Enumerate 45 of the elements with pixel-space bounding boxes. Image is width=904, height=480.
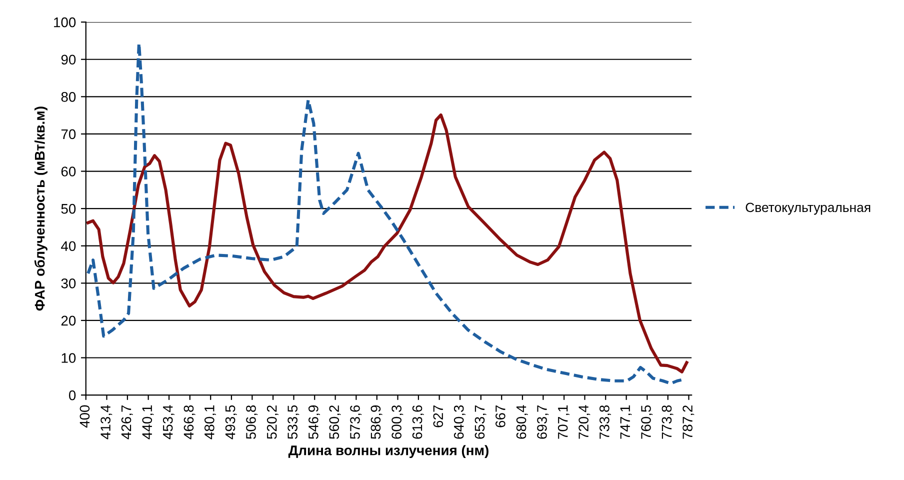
y-tick-label: 80 [61,92,76,102]
y-tick-label: 10 [62,353,76,363]
x-tick-label: 680,4 [516,405,528,439]
y-tick-label: 70 [61,129,76,140]
x-tick-label: 440,1 [142,405,154,440]
x-tick-label: 466,8 [184,405,196,440]
y-tick-label: 90 [61,54,76,65]
x-tick-label: 640,3 [454,405,466,439]
y-tick-label: 40 [61,241,76,252]
x-tick-label: 573,6 [350,405,362,439]
x-tick-label: 533,5 [288,405,300,439]
x-tick-label: 520,2 [266,405,278,439]
x-axis-title: Длина волны излучения (нм) [288,445,488,458]
x-tick-label: 720,4 [578,405,590,439]
x-tick-label: 400 [80,405,90,428]
x-tick-label: 613,6 [412,405,424,439]
y-tick-label: 60 [61,166,76,176]
y-tick-label: 50 [61,204,76,214]
x-tick-label: 733,8 [600,405,611,439]
legend-label: Светокультуральная [746,202,870,215]
y-tick-label: 20 [61,316,76,326]
x-tick-label: 493,5 [225,405,237,440]
x-tick-label: 707,1 [558,405,570,439]
x-tick-label: 506,8 [246,405,258,439]
y-tick-label: 30 [61,278,76,288]
x-tick-label: 600,3 [392,405,404,439]
x-tick-label: 546,9 [308,405,320,439]
x-tick-label: 627 [433,405,444,428]
x-tick-label: 747,1 [620,405,632,439]
x-tick-label: 693,7 [537,405,549,439]
x-tick-label: 773,8 [662,405,674,439]
x-tick-label: 760,5 [641,405,653,439]
x-tick-label: 653,7 [474,405,486,439]
x-tick-label: 453,4 [162,405,174,440]
y-axis-title: ФАР облученность (мВт/кв.м) [34,106,48,311]
x-tick-label: 560,2 [329,405,341,439]
x-tick-label: 413,4 [100,405,112,440]
x-tick-label: 667 [495,405,506,428]
x-tick-label: 480,1 [204,405,216,440]
x-tick-label: 586,9 [370,405,382,439]
line-series [86,113,688,374]
x-tick-label: 787,2 [682,405,694,439]
x-tick-label: 426,7 [121,405,133,440]
y-tick-label: 100 [54,17,76,28]
y-tick-label: 0 [68,390,76,400]
